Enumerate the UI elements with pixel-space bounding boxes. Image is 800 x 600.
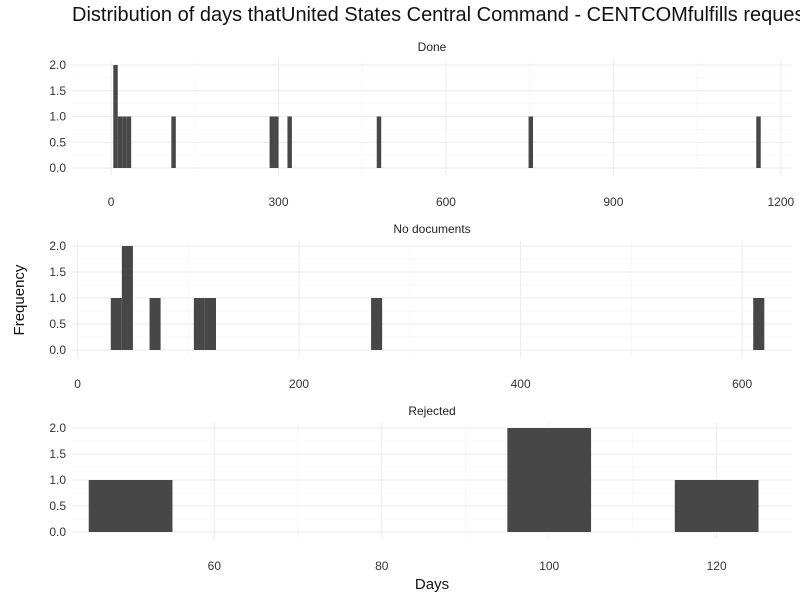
histogram-bar: [122, 116, 127, 168]
y-axis-title: Frequency: [11, 264, 28, 335]
y-tick-label: 0.0: [49, 343, 66, 357]
x-tick-label: 600: [436, 195, 456, 209]
y-tick-label: 2.0: [49, 58, 66, 72]
x-tick-label: 80: [375, 559, 389, 573]
histogram-bar: [121, 246, 133, 350]
facet-strip-label: Done: [418, 40, 447, 54]
histogram-bar: [274, 116, 279, 168]
x-tick-label: 0: [108, 195, 115, 209]
histogram-bar: [126, 116, 132, 168]
y-tick-label: 0.0: [49, 161, 66, 175]
histogram-bar: [507, 428, 592, 532]
y-tick-label: 0.5: [49, 135, 66, 149]
x-tick-label: 120: [707, 559, 727, 573]
histogram-bar: [753, 298, 765, 350]
x-tick-label: 600: [732, 377, 752, 391]
x-tick-label: 900: [603, 195, 623, 209]
histogram-bar: [110, 298, 122, 350]
histogram-bar: [204, 298, 216, 350]
x-tick-label: 100: [539, 559, 559, 573]
histogram-bar: [371, 298, 383, 350]
histogram-bar: [171, 116, 176, 168]
y-tick-label: 1.0: [49, 291, 66, 305]
histogram-bar: [149, 298, 161, 350]
histogram-bar: [287, 116, 292, 168]
x-tick-label: 1200: [767, 195, 794, 209]
histogram-bar: [88, 480, 173, 532]
histogram-bar: [376, 116, 382, 168]
histogram-bar: [193, 298, 205, 350]
x-tick-label: 400: [511, 377, 531, 391]
facet-strip-label: No documents: [393, 222, 470, 236]
histogram-bar: [674, 480, 759, 532]
x-axis-title: Days: [415, 576, 449, 593]
y-tick-label: 1.5: [49, 447, 66, 461]
x-tick-label: 0: [74, 377, 81, 391]
histogram-bar: [117, 116, 123, 168]
y-tick-label: 2.0: [49, 239, 66, 253]
chart-title: Distribution of days thatUnited States C…: [72, 4, 800, 26]
y-tick-label: 2.0: [49, 421, 66, 435]
y-tick-label: 1.0: [49, 473, 66, 487]
histogram-bar: [528, 116, 534, 168]
histogram-bar: [113, 65, 118, 168]
y-tick-label: 0.5: [49, 499, 66, 513]
y-tick-label: 1.5: [49, 265, 66, 279]
y-tick-label: 0.0: [49, 525, 66, 539]
x-tick-label: 200: [289, 377, 309, 391]
facet-strip-label: Rejected: [408, 404, 455, 418]
y-tick-label: 0.5: [49, 317, 66, 331]
y-tick-label: 1.0: [49, 110, 66, 124]
y-tick-label: 1.5: [49, 84, 66, 98]
x-tick-label: 300: [268, 195, 288, 209]
histogram-bar: [269, 116, 275, 168]
x-tick-label: 60: [208, 559, 222, 573]
histogram-bar: [756, 116, 761, 168]
